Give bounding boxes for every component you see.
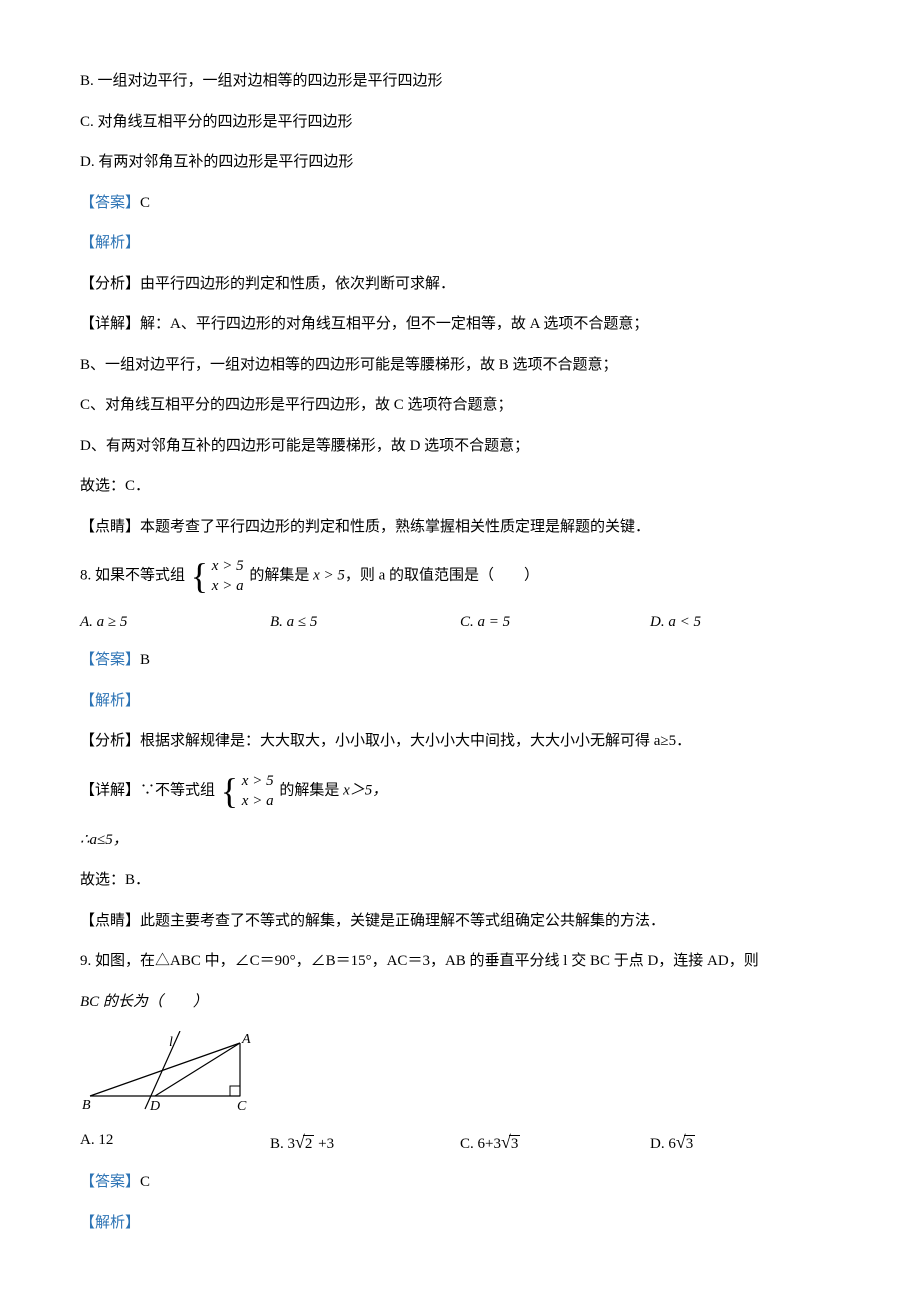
comment-7: 【点睛】本题考查了平行四边形的判定和性质，熟练掌握相关性质定理是解题的关键． — [80, 516, 840, 539]
answer-label: 【答案】 — [80, 195, 140, 211]
inequality-system-2: { x > 5 x > a — [221, 771, 274, 811]
brace-row-bot: x > a — [242, 791, 274, 811]
choice-8: 故选：B． — [80, 869, 840, 892]
question-9-line1: 9. 如图，在△ABC 中，∠C＝90°，∠B＝15°，AC＝3，AB 的垂直平… — [80, 950, 840, 973]
q9-options: A. 12 B. 3√2 +3 C. 6+3√3 D. 6√3 — [80, 1132, 840, 1153]
detail-7-d: D、有两对邻角互补的四边形可能是等腰梯形，故 D 选项不合题意； — [80, 435, 840, 458]
choice-7: 故选：C． — [80, 475, 840, 498]
answer-7: 【答案】C — [80, 192, 840, 215]
label-d: D — [149, 1099, 160, 1113]
question-8: 8. 如果不等式组 { x > 5 x > a 的解集是 x > 5，则 a 的… — [80, 556, 840, 596]
analysis-7: 【分析】由平行四边形的判定和性质，依次判断可求解． — [80, 273, 840, 296]
geometry-figure: B D C A l — [80, 1031, 840, 1118]
sqrt-2: √2 — [295, 1132, 314, 1153]
brace-row-top: x > 5 — [242, 771, 274, 791]
q9-option-a: A. 12 — [80, 1132, 270, 1153]
answer-value: C — [140, 195, 150, 211]
q8-opt-c-text: C. a = 5 — [460, 614, 510, 630]
detail-7-b: B、一组对边平行，一组对边相等的四边形可能是等腰梯形，故 B 选项不合题意； — [80, 354, 840, 377]
q8-opt-b-text: B. a ≤ 5 — [270, 614, 317, 630]
sqrt-3b: √3 — [676, 1132, 695, 1153]
brace-content: x > 5 x > a — [242, 771, 274, 811]
analysis-8: 【分析】根据求解规律是：大大取大，小小取小，大小小大中间找，大大小小无解可得 a… — [80, 730, 840, 753]
option-b: B. 一组对边平行，一组对边相等的四边形是平行四边形 — [80, 70, 840, 93]
answer-label: 【答案】 — [80, 1174, 140, 1190]
q9-option-b: B. 3√2 +3 — [270, 1132, 460, 1153]
right-angle-marker — [230, 1086, 240, 1096]
q8-option-d: D. a < 5 — [650, 614, 840, 631]
line-ba — [90, 1043, 240, 1096]
triangle-diagram: B D C A l — [80, 1031, 260, 1113]
line-l — [145, 1031, 180, 1109]
option-c: C. 对角线互相平分的四边形是平行四边形 — [80, 111, 840, 134]
q8-opt-d-text: D. a < 5 — [650, 614, 701, 630]
analysis-label-9: 【解析】 — [80, 1212, 840, 1235]
q8-options: A. a ≥ 5 B. a ≤ 5 C. a = 5 D. a < 5 — [80, 614, 840, 631]
detail-7-c: C、对角线互相平分的四边形是平行四边形，故 C 选项符合题意； — [80, 394, 840, 417]
answer-8: 【答案】B — [80, 649, 840, 672]
label-c: C — [237, 1099, 247, 1113]
optd-pre: D. 6 — [650, 1136, 676, 1152]
therefore-8: ∴a≤5， — [80, 829, 840, 852]
answer-value: C — [140, 1174, 150, 1190]
optb-suf: +3 — [314, 1136, 334, 1152]
q8-prefix: 8. 如果不等式组 — [80, 567, 185, 583]
q8-option-b: B. a ≤ 5 — [270, 614, 460, 631]
analysis-label-7: 【解析】 — [80, 232, 840, 255]
q8-option-c: C. a = 5 — [460, 614, 650, 631]
comment-8: 【点睛】此题主要考查了不等式的解集，关键是正确理解不等式组确定公共解集的方法． — [80, 910, 840, 933]
q9-text1: 9. 如图，在△ABC 中，∠C＝90°，∠B＝15°，AC＝3，AB 的垂直平… — [80, 953, 759, 969]
brace-row-bot: x > a — [212, 576, 244, 596]
detail-7-a: 【详解】解：A、平行四边形的对角线互相平分，但不一定相等，故 A 选项不合题意； — [80, 313, 840, 336]
brace-content: x > 5 x > a — [212, 556, 244, 596]
q8-condition: x > 5 — [313, 567, 345, 583]
answer-label: 【答案】 — [80, 652, 140, 668]
sqrt-3: √3 — [501, 1132, 520, 1153]
q8-opt-a-text: A. a ≥ 5 — [80, 614, 127, 630]
detail-8: 【详解】∵不等式组 { x > 5 x > a 的解集是 x＞5， — [80, 771, 840, 811]
answer-9: 【答案】C — [80, 1171, 840, 1194]
sqrt-val: 3 — [684, 1135, 696, 1152]
line-da — [155, 1043, 240, 1096]
q8-suffix: ，则 a 的取值范围是（ ） — [345, 567, 539, 583]
label-a: A — [241, 1032, 251, 1047]
q8-mid: 的解集是 — [249, 567, 313, 583]
therefore-text: ∴a≤5， — [80, 832, 128, 848]
q9-option-d: D. 6√3 — [650, 1132, 840, 1153]
brace-row-top: x > 5 — [212, 556, 244, 576]
inequality-system: { x > 5 x > a — [191, 556, 244, 596]
detail8-mid: 的解集是 — [279, 782, 343, 798]
q9-option-c: C. 6+3√3 — [460, 1132, 650, 1153]
q9-text2: BC 的长为（ ） — [80, 994, 208, 1010]
detail8-prefix: 【详解】∵不等式组 — [80, 782, 215, 798]
optb-pre: B. 3 — [270, 1136, 295, 1152]
label-l: l — [169, 1035, 173, 1050]
option-d: D. 有两对邻角互补的四边形是平行四边形 — [80, 151, 840, 174]
analysis-label-8: 【解析】 — [80, 690, 840, 713]
detail8-cond: x＞5， — [343, 782, 387, 798]
label-b: B — [82, 1098, 91, 1113]
sqrt-val: 3 — [509, 1135, 521, 1152]
sqrt-val: 2 — [303, 1135, 315, 1152]
answer-value: B — [140, 652, 150, 668]
left-brace-icon: { — [191, 558, 208, 594]
q8-option-a: A. a ≥ 5 — [80, 614, 270, 631]
left-brace-icon: { — [221, 773, 238, 809]
optc-pre: C. 6+3 — [460, 1136, 501, 1152]
question-9-line2: BC 的长为（ ） — [80, 991, 840, 1014]
